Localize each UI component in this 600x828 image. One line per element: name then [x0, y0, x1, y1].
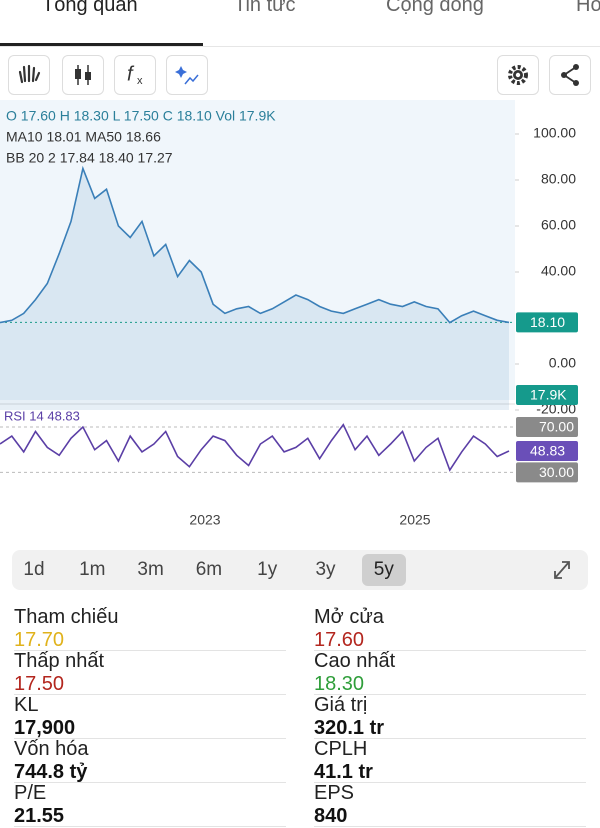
stat-label: Tham chiếu — [14, 606, 119, 628]
stat-label: Giá trị — [314, 694, 368, 716]
period-button[interactable]: 6m — [195, 559, 223, 580]
period-selector: 1d 1m 3m 6m 1y 3y 5y — [12, 550, 588, 590]
plot-bg — [0, 100, 515, 400]
stat-label: EPS — [314, 782, 355, 804]
stat-row: KL 17,900 — [14, 694, 286, 739]
stat-row: Mở cửa 17.60 — [314, 606, 586, 651]
period-button[interactable]: 1y — [257, 559, 278, 580]
stat-label: Mở cửa — [314, 606, 384, 628]
bb-legend: BB 20 2 17.84 18.40 17.27 — [6, 150, 173, 166]
stat-value: 17.50 — [14, 673, 65, 695]
y-tick-label: 40.00 — [541, 263, 576, 279]
value-badge-label: 18.10 — [530, 314, 565, 330]
period-button[interactable]: 5y — [361, 554, 406, 586]
series-line — [0, 423, 510, 472]
stat-value: 17.70 — [14, 629, 65, 651]
value-badge — [516, 440, 578, 461]
y-tick-label: 100.00 — [533, 125, 576, 141]
svg-text:x: x — [137, 75, 143, 87]
candle-tool[interactable] — [62, 55, 104, 95]
price-area — [0, 168, 509, 410]
settings-button[interactable] — [497, 55, 539, 95]
stat-label: KL — [14, 694, 39, 716]
share-button[interactable] — [549, 55, 591, 95]
y-tick-label: 70.00 — [539, 419, 574, 435]
tick-badge — [516, 417, 578, 437]
stat-value: 18.30 — [314, 673, 365, 695]
hand-tool[interactable] — [8, 55, 50, 95]
volume-badge-label: 17.9K — [530, 387, 567, 403]
stat-label: CPLH — [314, 738, 368, 760]
stat-row: P/E 21.55 — [14, 782, 286, 827]
tab[interactable]: Tổng quan — [42, 0, 138, 16]
period-button[interactable]: 3m — [137, 559, 164, 580]
tab-bar: Tổng quan Tin tức Cộng đồng Hồ — [0, 0, 600, 47]
tick-badge — [516, 462, 578, 483]
stat-value: 41.1 tr — [314, 761, 373, 783]
stat-label: Cao nhất — [314, 650, 396, 672]
series-line — [0, 165, 510, 324]
period-button[interactable]: 1d — [23, 559, 45, 580]
volume-badge — [516, 385, 578, 405]
stat-value: 21.55 — [14, 805, 65, 827]
period-button[interactable]: 3y — [315, 559, 336, 580]
stat-row: CPLH 41.1 tr — [314, 738, 586, 783]
ohlc-legend: O 17.60 H 18.30 L 17.50 C 18.10 Vol 17.9… — [6, 108, 276, 124]
chart: O 17.60 H 18.30 L 17.50 C 18.10 Vol 17.9… — [0, 100, 578, 528]
stat-value: 840 — [314, 805, 348, 827]
stat-row: Cao nhất 18.30 — [314, 650, 586, 695]
tab[interactable]: Tin tức — [234, 0, 296, 16]
value-badge — [516, 312, 578, 333]
value-badge-label: 48.83 — [530, 443, 565, 459]
ma-legend: MA10 18.01 MA50 18.66 — [6, 129, 161, 145]
stat-row: EPS 840 — [314, 782, 586, 827]
y-tick-label: 60.00 — [541, 217, 576, 233]
stat-row: Tham chiếu 17.70 — [14, 606, 286, 651]
y-tick-label: 0.00 — [549, 355, 576, 371]
stat-value: 744.8 tỷ — [14, 761, 88, 783]
stat-label: Vốn hóa — [14, 738, 89, 760]
stat-row: Giá trị 320.1 tr — [314, 694, 586, 739]
period-button[interactable]: 1m — [79, 559, 106, 580]
stat-row: Vốn hóa 744.8 tỷ — [14, 738, 286, 783]
y-tick-label: 30.00 — [539, 464, 574, 480]
tab[interactable]: Hồ — [576, 0, 600, 16]
x-label: 2023 — [189, 512, 220, 528]
stat-value: 17.60 — [314, 629, 365, 651]
y-tick-label: 80.00 — [541, 171, 576, 187]
stat-row: Thấp nhất 17.50 — [14, 650, 286, 695]
rsi-legend: RSI 14 48.83 — [4, 408, 80, 423]
expand-button[interactable] — [540, 554, 584, 586]
x-label: 2025 — [399, 512, 430, 528]
stat-label: Thấp nhất — [14, 650, 105, 672]
stat-value: 17,900 — [14, 717, 76, 739]
stat-label: P/E — [14, 782, 47, 804]
tab[interactable]: Cộng đồng — [386, 0, 484, 16]
indicator-tool[interactable] — [166, 55, 208, 95]
stat-value: 320.1 tr — [314, 717, 385, 739]
svg-text:f: f — [127, 63, 135, 85]
tab-indicator — [0, 43, 203, 46]
